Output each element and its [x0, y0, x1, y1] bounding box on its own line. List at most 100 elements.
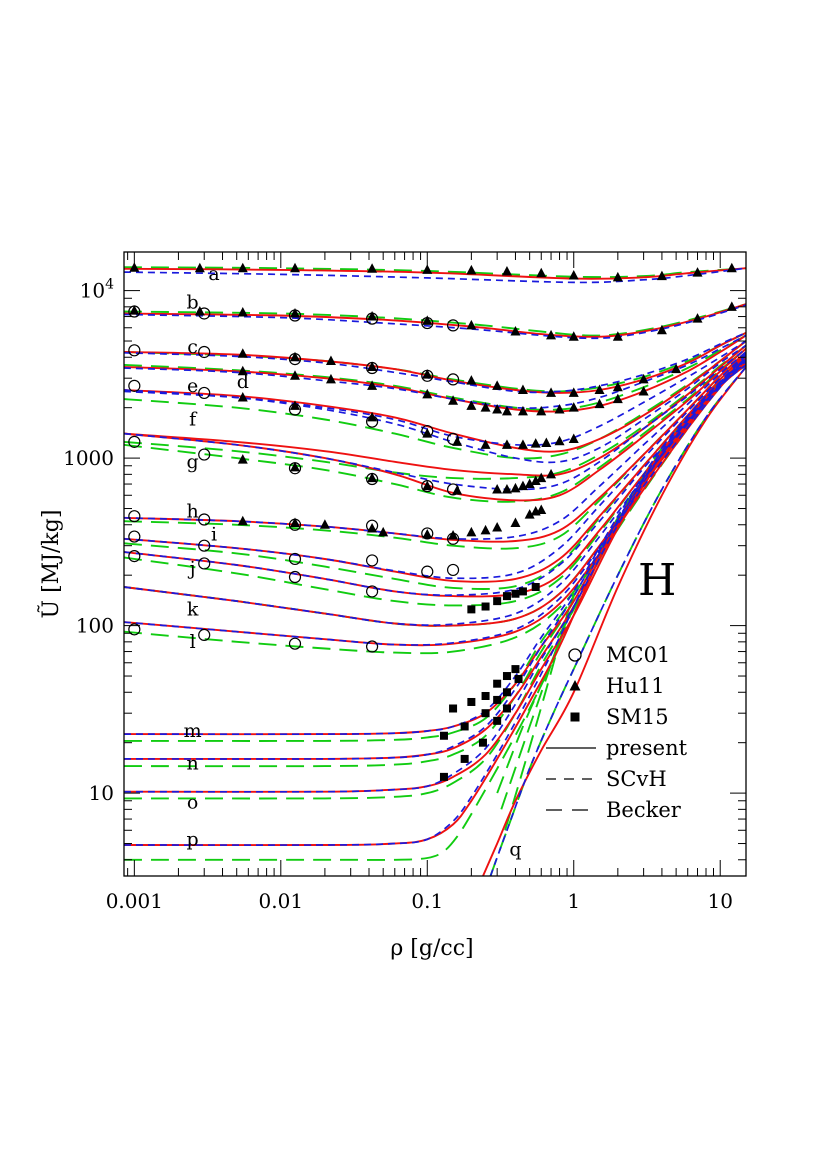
legend-sm15-symbol — [570, 712, 580, 722]
hu11-point — [367, 380, 378, 390]
legend-mc01-symbol — [568, 648, 582, 662]
hu11-point — [452, 436, 463, 446]
hu11-point — [594, 398, 605, 409]
hu11-point — [319, 519, 330, 529]
sm15-point — [493, 716, 502, 725]
mc01-point — [446, 319, 460, 332]
mc01-point — [128, 379, 141, 392]
curve-b-present — [124, 303, 746, 338]
hu11-point — [367, 361, 378, 371]
hu11-point — [541, 437, 552, 448]
sm15-point — [502, 688, 511, 697]
x-tick-label: 0.01 — [259, 889, 304, 913]
curve-c-becker — [124, 331, 746, 393]
hu11-point — [554, 404, 565, 414]
sm15-point — [460, 722, 469, 731]
curve-d-becker — [124, 334, 746, 411]
hu11-point — [237, 454, 248, 464]
hu11-point — [726, 262, 737, 273]
hu11-point — [517, 405, 528, 416]
hu11-point — [568, 387, 579, 397]
curve-f-present — [124, 344, 746, 477]
hu11-point — [367, 411, 378, 422]
mc01-point — [288, 637, 302, 650]
hu11-point — [510, 482, 521, 493]
hu11-point — [466, 526, 477, 537]
curve-label-p: p — [187, 828, 199, 850]
legend-hu11-symbol — [569, 680, 581, 691]
hu11-point — [466, 375, 477, 385]
curve-label-e: e — [187, 375, 198, 397]
mc01-point — [128, 510, 141, 523]
y-tick-label-base: 10 — [80, 279, 105, 303]
hu11-point — [289, 461, 300, 472]
curve-a-scvh — [124, 267, 746, 284]
element-label: H — [638, 555, 676, 606]
y-tick-label-exponent: 4 — [105, 277, 114, 293]
curve-q-scvh — [489, 366, 746, 876]
hu11-point — [530, 475, 541, 485]
hu11-point — [594, 384, 605, 395]
hu11-point — [422, 369, 433, 379]
curve-label-l: l — [190, 631, 196, 653]
hu11-point — [237, 307, 248, 317]
hu11-point — [448, 530, 459, 540]
legend-becker-label: Becker — [606, 798, 682, 822]
hu11-point — [510, 325, 521, 336]
mc01-point — [421, 527, 434, 540]
hu11-point — [367, 472, 378, 483]
sm15-point — [511, 665, 520, 674]
hu11-point — [517, 384, 528, 395]
mc01-point — [198, 557, 211, 570]
hu11-point — [367, 311, 378, 321]
hu11-point — [492, 522, 503, 532]
markers-layer — [128, 262, 737, 781]
hu11-point — [492, 380, 503, 390]
hu11-point — [612, 331, 623, 341]
sm15-point — [439, 731, 448, 740]
hu11-point — [530, 438, 541, 448]
plot-frame — [123, 251, 747, 877]
y-tick-label: 10 — [89, 781, 114, 805]
mc01-point — [128, 435, 141, 448]
curve-h-scvh — [124, 351, 746, 540]
mc01-point — [198, 539, 211, 552]
sm15-point — [493, 679, 502, 688]
curve-label-f: f — [189, 409, 198, 431]
hu11-point — [656, 324, 667, 335]
curve-label-d: d — [237, 371, 249, 393]
mc01-point — [198, 628, 211, 642]
curve-q-present — [482, 366, 746, 876]
mc01-point — [128, 623, 141, 636]
mc01-point — [198, 386, 211, 400]
curve-label-b: b — [187, 291, 199, 313]
hu11-point — [671, 363, 682, 374]
mc01-point — [446, 373, 460, 386]
x-tick-label: 0.001 — [106, 889, 163, 913]
sm15-point — [481, 691, 490, 700]
sm15-point — [467, 605, 476, 614]
hu11-point — [237, 365, 248, 376]
hu11-point — [237, 392, 248, 402]
legend-present-label: present — [606, 736, 688, 760]
legend-mc01-label: MC01 — [606, 643, 670, 667]
hu11-point — [289, 351, 300, 362]
hu11-point — [452, 485, 463, 495]
x-tick-label: 10 — [707, 889, 732, 913]
hu11-point — [194, 306, 205, 316]
sm15-point — [439, 772, 448, 781]
mc01-point — [128, 549, 141, 563]
sm15-point — [518, 587, 527, 596]
mc01-point — [365, 640, 379, 653]
hu11-point — [378, 526, 389, 537]
curve-f-becker — [124, 344, 746, 480]
hu11-point — [194, 262, 205, 273]
hu11-point — [448, 395, 459, 405]
hu11-point — [480, 439, 491, 449]
sm15-point — [502, 672, 511, 681]
hu11-point — [536, 504, 547, 514]
y-tick-label: 100 — [76, 614, 114, 638]
hu11-point — [422, 315, 433, 325]
curve-p-becker — [124, 364, 746, 861]
